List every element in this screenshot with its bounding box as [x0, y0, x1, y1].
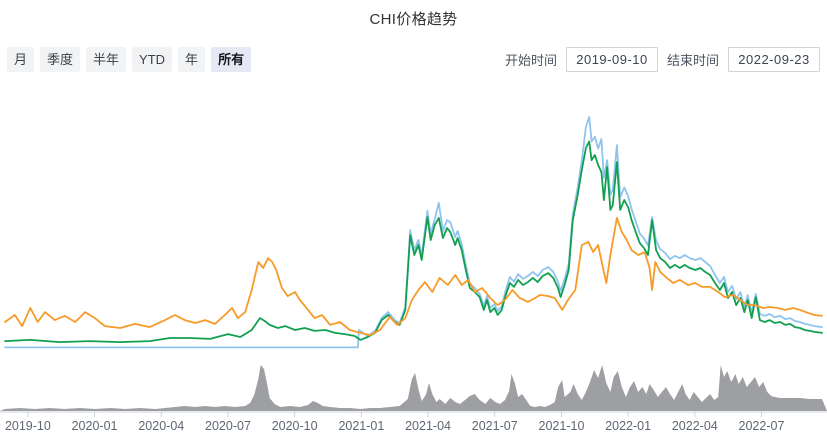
price-line-blue — [4, 116, 823, 349]
x-axis-label: 2021-07 — [472, 419, 518, 433]
x-axis-label: 2022-07 — [739, 419, 785, 433]
x-axis-label: 2022-01 — [605, 419, 651, 433]
chart-controls: 月 季度 半年 YTD 年 所有 开始时间 结束时间 — [0, 46, 827, 72]
range-button-ytd[interactable]: YTD — [132, 46, 173, 72]
start-date-label: 开始时间 — [504, 52, 557, 68]
range-button-quarter[interactable]: 季度 — [40, 46, 81, 72]
x-axis-label: 2021-04 — [405, 419, 451, 433]
price-trend-chart[interactable]: 2019-10 2020-01 2020-04 2020-07 2020-10 2021-… — [0, 78, 827, 438]
price-line-orange — [4, 216, 823, 337]
price-line-green — [4, 140, 823, 344]
volume-area — [0, 365, 827, 411]
x-axis-label: 2020-04 — [138, 419, 184, 433]
range-button-year[interactable]: 年 — [178, 46, 206, 72]
x-axis-label: 2022-04 — [672, 419, 718, 433]
x-axis-label: 2021-01 — [338, 419, 384, 433]
x-axis-label: 2020-01 — [72, 419, 118, 433]
range-button-month[interactable]: 月 — [7, 46, 35, 72]
range-button-all[interactable]: 所有 — [211, 46, 252, 72]
x-axis-label: 2019-10 — [5, 419, 51, 433]
range-button-half-year[interactable]: 半年 — [86, 46, 127, 72]
end-date-input[interactable] — [728, 46, 820, 72]
x-axis-label: 2020-10 — [272, 419, 318, 433]
end-date-label: 结束时间 — [666, 52, 719, 68]
start-date-input[interactable] — [565, 46, 658, 72]
x-axis-label: 2020-07 — [205, 419, 251, 433]
chart-title: CHI价格趋势 — [369, 11, 458, 28]
range-button-group: 月 季度 半年 YTD 年 所有 — [7, 46, 252, 72]
x-axis-label: 2021-10 — [539, 419, 585, 433]
date-filter-group: 开始时间 结束时间 — [504, 46, 820, 72]
